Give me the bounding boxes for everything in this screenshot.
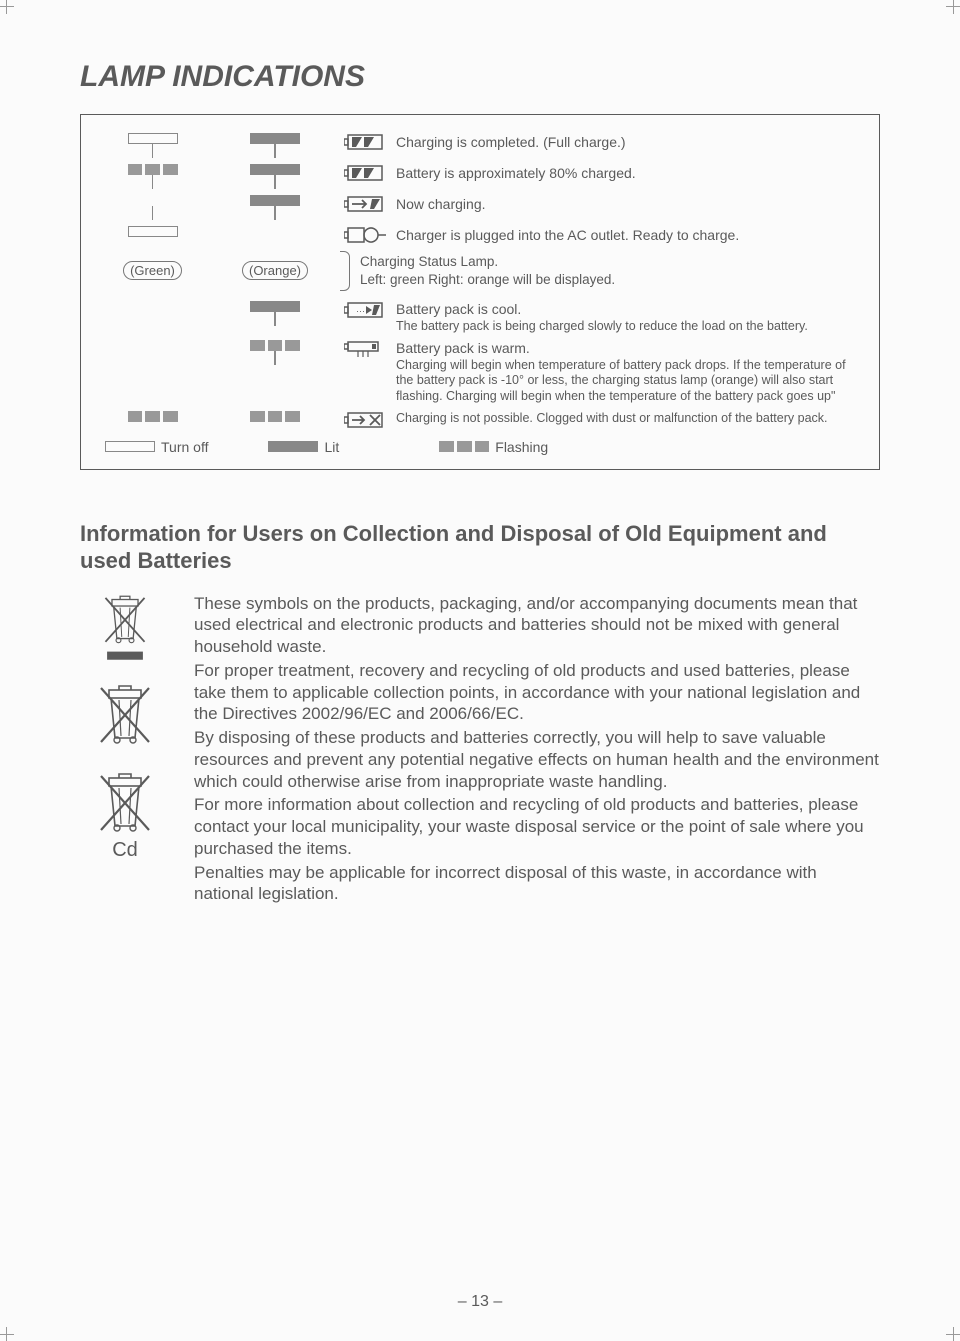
battery-full-icon (344, 164, 386, 182)
info-paragraph: Penalties may be applicable for incorrec… (194, 862, 880, 906)
info-paragraph: For more information about collection an… (194, 794, 880, 859)
lamp-row: Charging is completed. (Full charge.) (95, 133, 865, 158)
legend-row: Turn off Lit Flashing (95, 439, 865, 455)
section2-title: Information for Users on Collection and … (80, 520, 880, 575)
info-paragraph: For proper treatment, recovery and recyc… (194, 660, 880, 725)
lamp-row: Battery pack is cool.The battery pack is… (95, 301, 865, 334)
lamp-row-text: Battery is approximately 80% charged. (390, 164, 865, 183)
lamp-indications-table: Charging is completed. (Full charge.) Bat… (80, 114, 880, 470)
brace-icon (340, 251, 350, 291)
lamp-row: Battery is approximately 80% charged. (95, 164, 865, 189)
status-lamp-line1: Charging Status Lamp. (360, 253, 865, 271)
lamp-row: Now charging. (95, 195, 865, 220)
battery-arrow-icon (344, 195, 386, 213)
lamp-row-text: Charger is plugged into the AC outlet. R… (390, 226, 865, 245)
legend-lit-label: Lit (324, 439, 339, 455)
page-title: LAMP INDICATIONS (80, 60, 880, 94)
legend-off-label: Turn off (161, 439, 208, 455)
weee-bin-bar-icon (95, 593, 155, 663)
info-paragraph: These symbols on the products, packaging… (194, 593, 880, 658)
battery-full-icon (344, 133, 386, 151)
lamp-row-text: Charging is completed. (Full charge.) (390, 133, 865, 152)
legend-flash-label: Flashing (495, 439, 548, 455)
info-paragraph: By disposing of these products and batte… (194, 727, 880, 792)
weee-bin-icon (95, 681, 155, 751)
green-label: (Green) (123, 261, 182, 280)
legend-lit-swatch (268, 441, 318, 452)
page-number: – 13 – (0, 1293, 960, 1311)
battery-warm-icon (344, 340, 386, 358)
weee-bin-cd-icon (95, 769, 155, 839)
status-lamp-line2: Left: green Right: orange will be displa… (360, 271, 865, 289)
battery-plug-icon (344, 226, 386, 244)
lamp-row-text: Battery pack is cool.The battery pack is… (390, 301, 865, 334)
legend-off-swatch (105, 441, 155, 452)
disposal-info-block: Cd These symbols on the products, packag… (80, 593, 880, 908)
lamp-row-text: Charging is not possible. Clogged with d… (390, 411, 865, 427)
orange-label: (Orange) (242, 261, 308, 280)
battery-x-icon (344, 411, 386, 429)
lamp-row-text: Now charging. (390, 195, 865, 214)
lamp-row: Charger is plugged into the AC outlet. R… (95, 226, 865, 245)
lamp-row-text: Battery pack is warm.Charging will begin… (390, 340, 865, 405)
lamp-row: Charging is not possible. Clogged with d… (95, 411, 865, 429)
legend-flash-swatch (439, 441, 489, 452)
lamp-row: Battery pack is warm.Charging will begin… (95, 340, 865, 405)
battery-cool-icon (344, 301, 386, 319)
cd-label: Cd (112, 839, 138, 862)
